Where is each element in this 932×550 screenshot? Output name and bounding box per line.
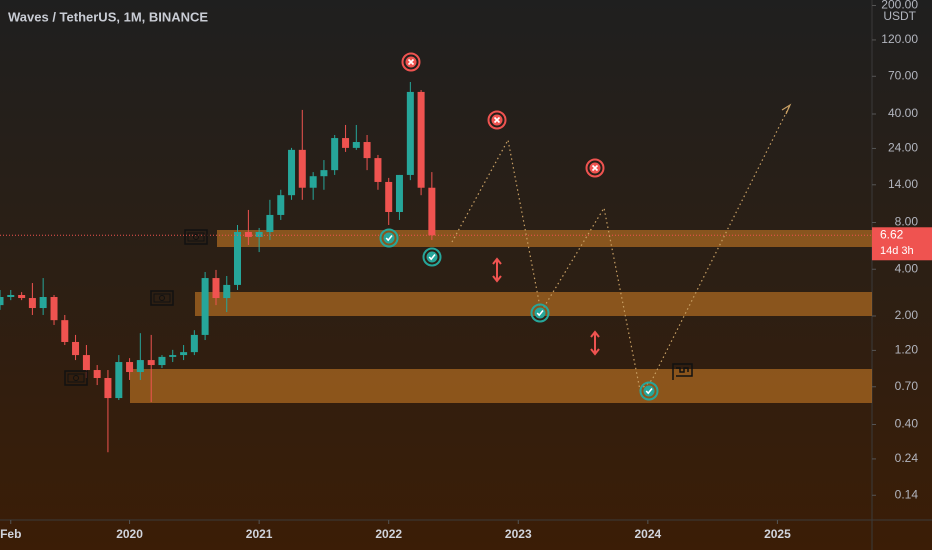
candle-body [93, 370, 101, 379]
price-label: 6.62 [880, 227, 904, 241]
candle-body [352, 142, 360, 148]
candle-body [309, 176, 317, 188]
candle-body [223, 284, 231, 299]
candle-body [201, 278, 209, 335]
zone [217, 230, 872, 247]
candle-body [0, 297, 4, 306]
candle-body [28, 298, 36, 309]
candle-body [126, 362, 134, 373]
candle-body [277, 195, 285, 215]
candle-body [234, 231, 242, 285]
price-label-box [872, 227, 932, 261]
candle-body [180, 352, 188, 356]
y-tick-label: 1.20 [895, 343, 919, 357]
candle-body [72, 341, 80, 356]
candle-body [331, 138, 339, 171]
candle-body [212, 278, 220, 299]
candle-body [255, 231, 263, 237]
candle-body [115, 362, 123, 399]
candle-body [158, 356, 166, 366]
candle-body [298, 149, 306, 188]
candle-body [320, 170, 328, 177]
flag-icon [672, 363, 693, 380]
plot [0, 82, 872, 453]
y-tick-label: 120.00 [881, 32, 918, 46]
x-tick-label: 2021 [246, 527, 273, 541]
candle-body [82, 355, 90, 371]
x-tick-label: 2022 [375, 527, 402, 541]
projection-arrow [781, 103, 792, 115]
candle-body [406, 91, 414, 175]
candle-body [61, 320, 69, 342]
y-tick-label: 0.24 [895, 451, 919, 465]
candle-body [136, 360, 144, 373]
zone [130, 369, 872, 403]
candle-body [147, 360, 155, 366]
candle-body [288, 149, 296, 196]
x-tick-label: 2020 [116, 527, 143, 541]
candle-body [7, 294, 15, 298]
candle-body [190, 334, 198, 353]
currency-label: USDT [883, 9, 916, 23]
candle-body [18, 294, 26, 299]
y-tick-label: 2.00 [895, 308, 919, 322]
y-tick-label: 200.00 [881, 0, 918, 12]
y-tick-label: 8.00 [895, 215, 919, 229]
y-tick-label: 4.00 [895, 261, 919, 275]
candle-body [50, 297, 58, 321]
annotations [64, 52, 792, 401]
y-tick-label: 24.00 [888, 141, 918, 155]
y-tick-label: 0.40 [895, 417, 919, 431]
candle-body [363, 142, 371, 159]
candle-body [39, 297, 47, 309]
y-tick-label: 14.00 [888, 177, 918, 191]
x-tick-label: 2024 [634, 527, 661, 541]
x-tick-label: Feb [0, 527, 21, 541]
candle-body [342, 138, 350, 148]
candle-body [428, 187, 436, 236]
candle-body [266, 214, 274, 232]
candle-body [169, 355, 177, 357]
candle-body [374, 158, 382, 182]
candle-body [104, 378, 112, 399]
countdown-label: 14d 3h [880, 245, 914, 257]
candle-body [417, 91, 425, 188]
y-tick-label: 70.00 [888, 68, 918, 82]
candle-body [395, 174, 403, 213]
candle-body [244, 231, 252, 237]
candle-body [385, 181, 393, 213]
chart-title: Waves / TetherUS, 1M, BINANCE [8, 9, 208, 24]
zone [195, 292, 872, 316]
x-tick-label: 2023 [505, 527, 532, 541]
y-tick-label: 0.70 [895, 379, 919, 393]
x-tick-label: 2025 [764, 527, 791, 541]
y-tick-label: 40.00 [888, 106, 918, 120]
y-tick-label: 0.14 [895, 487, 919, 501]
